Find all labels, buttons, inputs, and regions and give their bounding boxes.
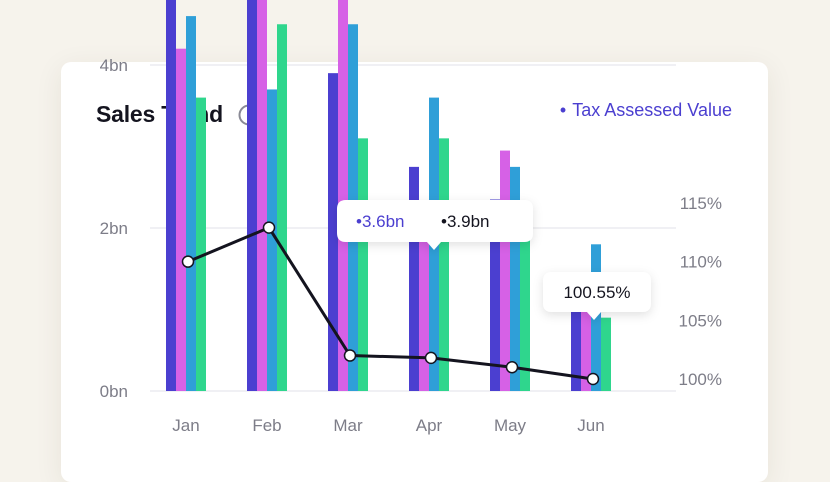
bar: [267, 89, 277, 391]
bar: [490, 199, 500, 391]
bar: [571, 297, 581, 391]
tooltip-value: 100.55%: [563, 283, 630, 302]
y-right-tick-label: 105%: [679, 311, 722, 330]
bar: [581, 272, 591, 391]
line-series: [187, 226, 594, 381]
x-tick-label: Jan: [172, 416, 199, 435]
bar: [277, 24, 287, 391]
bar: [257, 0, 267, 392]
line-point: [181, 255, 195, 268]
tooltip-jun: [543, 272, 651, 320]
bar: [510, 166, 520, 391]
bar: [176, 48, 186, 391]
tooltip-value: •3.6bn: [356, 212, 405, 231]
chart-plot: 0bn 2bn 4bn 100% 105% 110% 115% Jan Feb Mar Apr May…: [100, 0, 722, 435]
line-point: [424, 351, 438, 365]
line-point: [343, 349, 357, 362]
y-left-tick-label: 4bn: [100, 56, 128, 75]
bar: [409, 166, 419, 391]
y-right-tick-label: 115%: [680, 194, 722, 213]
x-tick-label: Jun: [577, 416, 604, 435]
bar: [500, 150, 510, 391]
x-tick-label: Apr: [416, 416, 443, 435]
bar: [358, 138, 368, 391]
bar: [166, 0, 176, 391]
bar: [196, 97, 206, 391]
x-tick-label: Mar: [333, 416, 363, 435]
line-point: [586, 372, 600, 386]
x-tick-label: May: [494, 416, 527, 435]
bar: [186, 16, 196, 391]
line-point: [262, 221, 276, 234]
tooltip-value: •3.9bn: [441, 212, 490, 231]
bar: [338, 0, 348, 392]
bar: [520, 240, 530, 391]
y-left-tick-label: 2bn: [100, 219, 128, 238]
bar: [439, 138, 449, 391]
legend[interactable]: • Tax Assessed Value: [560, 100, 732, 121]
y-left-tick-label: 0bn: [100, 382, 128, 401]
y-right-tick-label: 100%: [679, 370, 722, 389]
bar: [247, 0, 257, 391]
x-tick-label: Feb: [252, 416, 281, 435]
bar: [328, 73, 338, 392]
legend-label: Tax Assessed Value: [572, 100, 732, 120]
legend-dot: •: [559, 100, 567, 120]
y-right-tick-label: 110%: [680, 253, 722, 272]
bar: [601, 317, 611, 391]
bar: [419, 219, 429, 391]
tooltip-apr: [337, 200, 533, 250]
line-point: [505, 361, 519, 374]
